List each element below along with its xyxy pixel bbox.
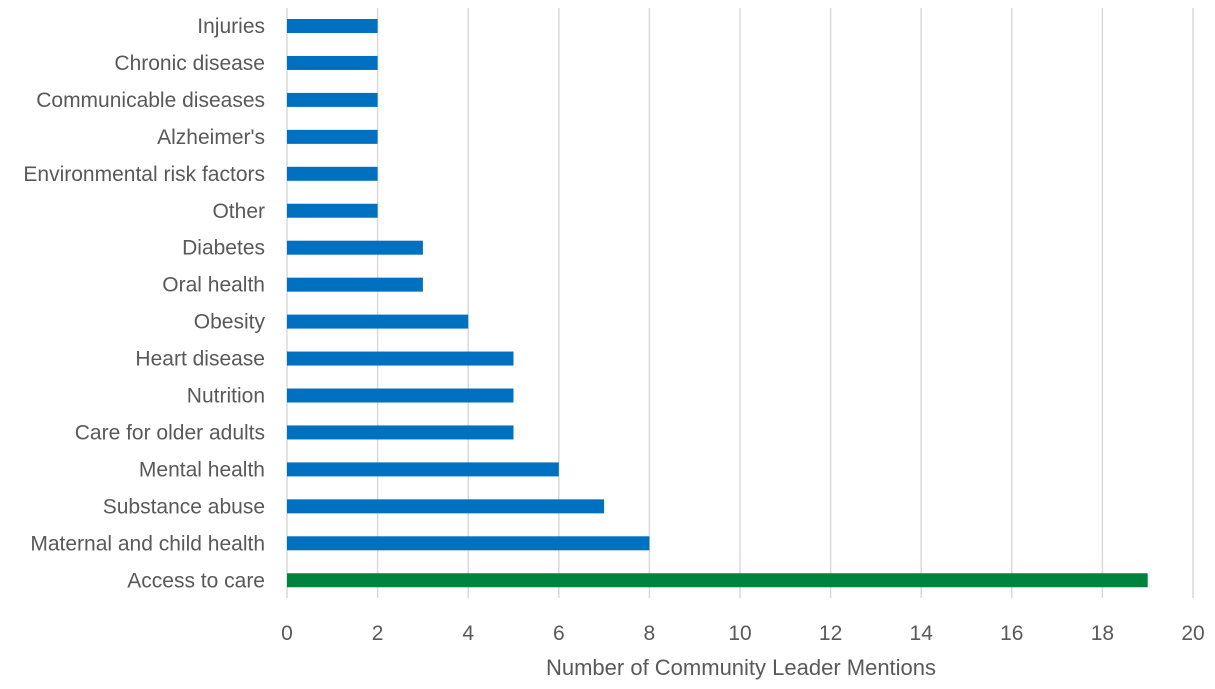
bar-nutrition <box>287 388 514 403</box>
bar-heart-disease <box>287 351 514 366</box>
bar-substance-abuse <box>287 499 605 514</box>
bar-environmental-risk-factors <box>287 166 378 181</box>
bar-oral-health <box>287 277 423 292</box>
x-tick-label: 10 <box>728 622 751 645</box>
category-label: Obesity <box>194 311 266 334</box>
x-tick-label: 14 <box>910 622 934 645</box>
x-tick-label: 0 <box>281 622 293 645</box>
bar-injuries <box>287 19 378 33</box>
bar-maternal-and-child-health <box>287 536 650 551</box>
x-axis-title: Number of Community Leader Mentions <box>546 655 936 680</box>
bar-access-to-care <box>287 573 1148 588</box>
x-tick-label: 4 <box>462 622 474 645</box>
category-label: Nutrition <box>187 385 265 408</box>
x-tick-label: 16 <box>1000 622 1023 645</box>
bar-care-for-older-adults <box>287 425 514 440</box>
bar-chronic-disease <box>287 55 378 70</box>
bar-diabetes <box>287 240 423 255</box>
x-tick-label: 12 <box>819 622 842 645</box>
category-label: Maternal and child health <box>30 532 265 555</box>
x-tick-label: 20 <box>1181 622 1204 645</box>
category-label: Substance abuse <box>103 495 265 518</box>
category-label: Chronic disease <box>114 52 265 75</box>
bars <box>287 19 1148 588</box>
bar-other <box>287 203 378 218</box>
bar-alzheimer-s <box>287 129 378 144</box>
category-label: Heart disease <box>135 348 265 371</box>
category-label: Alzheimer's <box>157 126 265 149</box>
category-label: Injuries <box>197 15 265 38</box>
bar-communicable-diseases <box>287 92 378 107</box>
category-label: Mental health <box>139 458 265 481</box>
category-label: Access to care <box>127 569 265 592</box>
category-label: Communicable diseases <box>36 89 265 112</box>
x-tick-label: 6 <box>553 622 565 645</box>
bar-obesity <box>287 314 469 329</box>
category-label: Other <box>212 200 265 223</box>
category-label: Oral health <box>162 274 265 297</box>
x-tick-labels: 0 2 4 6 8 10 12 14 16 18 20 <box>281 622 1205 645</box>
category-label: Diabetes <box>182 237 265 260</box>
category-labels: Injuries Chronic disease Communicable dise… <box>23 15 265 592</box>
x-tick-label: 2 <box>372 622 384 645</box>
category-label: Care for older adults <box>75 421 265 444</box>
bar-mental-health <box>287 462 559 477</box>
category-label: Environmental risk factors <box>23 163 265 186</box>
x-tick-label: 18 <box>1091 622 1114 645</box>
x-tick-label: 8 <box>644 622 656 645</box>
